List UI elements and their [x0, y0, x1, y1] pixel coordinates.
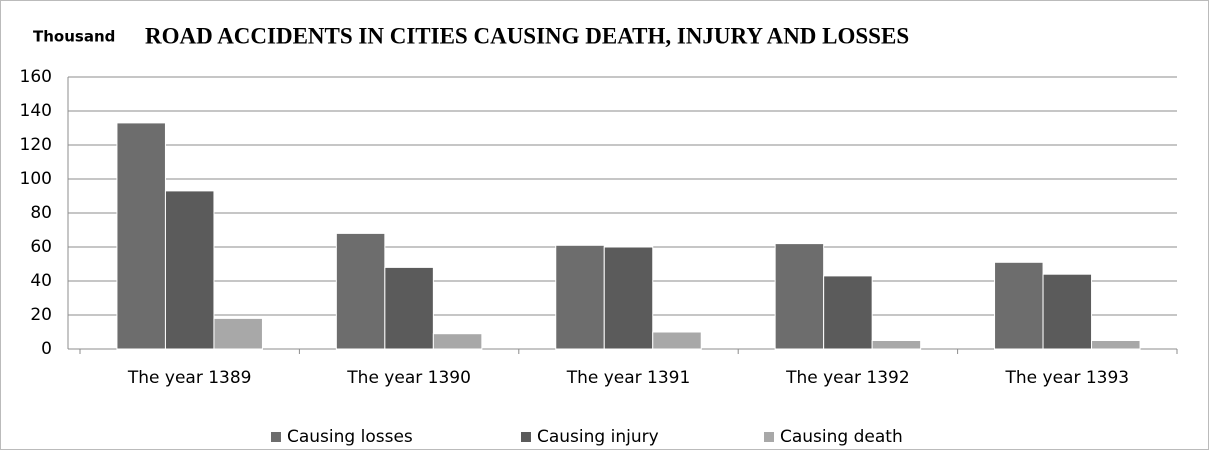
x-tick-label: The year 1389: [127, 368, 252, 388]
x-tick-label: The year 1390: [346, 368, 471, 388]
y-tick-label: 20: [30, 305, 52, 325]
y-tick-label: 0: [41, 339, 52, 359]
bar: [652, 331, 702, 350]
bar: [164, 190, 215, 350]
legend-swatch: [271, 432, 281, 442]
bar: [116, 122, 166, 350]
legend-label: Causing losses: [287, 427, 413, 447]
bar: [555, 244, 605, 350]
bar: [871, 340, 922, 350]
bar: [603, 246, 654, 350]
x-tick-label: The year 1393: [1004, 368, 1129, 388]
y-tick-label: 40: [30, 271, 52, 291]
bar: [384, 266, 434, 350]
bar: [823, 275, 873, 350]
y-tick-label: 140: [20, 101, 52, 121]
bar: [994, 261, 1044, 350]
x-tick-label: The year 1391: [566, 368, 691, 388]
bar: [1042, 273, 1093, 350]
legend-label: Causing death: [780, 427, 903, 447]
bar: [774, 243, 825, 350]
bar: [335, 232, 386, 350]
bar: [432, 333, 483, 350]
chart-title: ROAD ACCIDENTS IN CITIES CAUSING DEATH, …: [145, 23, 909, 48]
bar: [1091, 340, 1141, 350]
y-axis-label: Thousand: [33, 28, 115, 46]
y-tick-label: 160: [20, 67, 52, 87]
x-tick-label: The year 1392: [785, 368, 910, 388]
y-tick-label: 120: [20, 135, 52, 155]
bar: [213, 317, 263, 350]
legend-swatch: [521, 432, 531, 442]
y-tick-label: 60: [30, 237, 52, 257]
y-tick-label: 80: [30, 203, 52, 223]
legend-label: Causing injury: [537, 427, 659, 447]
y-tick-label: 100: [20, 169, 52, 189]
legend-swatch: [764, 432, 774, 442]
